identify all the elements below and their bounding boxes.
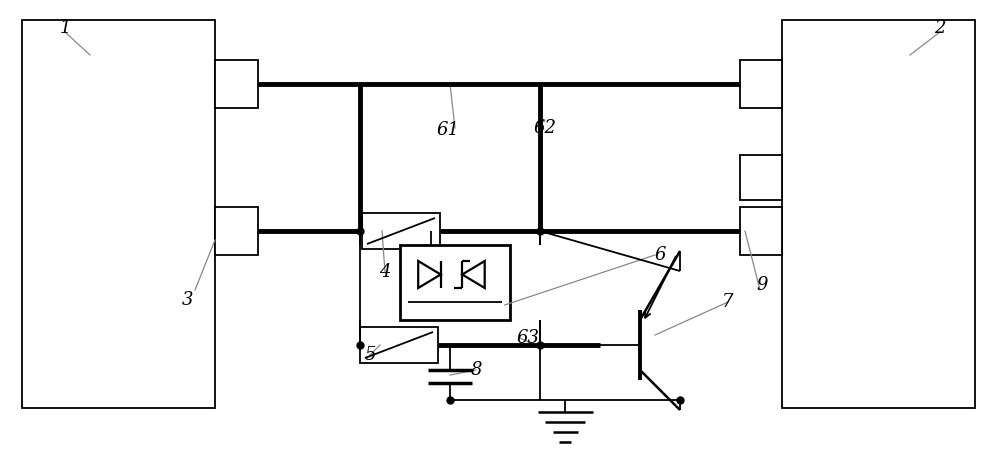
Text: 9: 9 (756, 276, 768, 294)
Text: 62: 62 (534, 119, 556, 137)
Text: 8: 8 (470, 361, 482, 379)
Bar (740, 60, 782, 108)
Text: 3: 3 (182, 291, 194, 309)
Bar (740, 155, 782, 200)
Text: 7: 7 (722, 293, 734, 311)
Text: 2: 2 (934, 19, 946, 37)
Text: 5: 5 (364, 346, 376, 364)
Text: 1: 1 (59, 19, 71, 37)
Text: 6: 6 (654, 246, 666, 264)
Bar (360, 327, 438, 363)
Bar (782, 20, 975, 408)
Bar (362, 213, 440, 249)
Bar (22, 20, 215, 408)
Bar (215, 207, 258, 255)
Text: 61: 61 (436, 121, 460, 139)
Text: 4: 4 (379, 263, 391, 281)
Bar (215, 60, 258, 108)
Bar (400, 245, 510, 320)
Text: 63: 63 (516, 329, 540, 347)
Bar (740, 207, 782, 255)
